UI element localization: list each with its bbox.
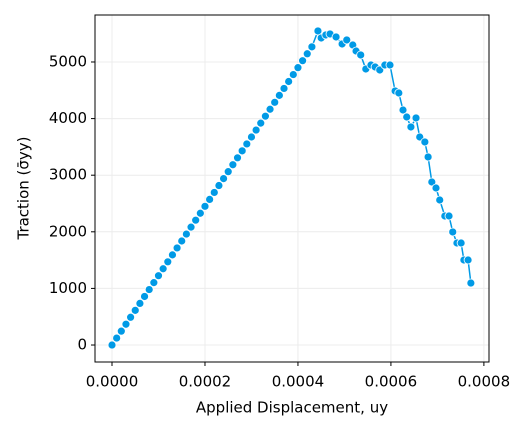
marker [302,49,312,59]
marker [420,137,430,147]
marker [411,113,421,123]
marker [242,139,252,149]
marker [107,340,117,350]
marker [116,326,126,336]
marker [181,229,191,239]
y-tick-label: 0 [77,336,87,354]
marker [251,125,261,135]
marker [223,167,233,177]
marker [237,146,247,156]
marker [177,236,187,246]
marker [298,56,307,66]
marker [402,112,412,122]
marker [130,305,140,315]
x-tick-label: 0.0000 [86,373,139,391]
marker [233,153,242,163]
marker [112,333,122,343]
marker [265,104,275,114]
marker [331,32,341,42]
marker [466,278,476,288]
marker [209,188,219,197]
marker [200,201,210,211]
marker [274,90,284,100]
y-tick-label: 2000 [49,222,87,240]
marker [140,292,149,301]
marker [228,160,238,170]
x-axis-label: Applied Displacement, uy [196,399,388,417]
marker [205,194,215,204]
marker [214,181,224,190]
marker [342,35,352,45]
marker [444,211,454,221]
marker [423,152,433,162]
marker [256,118,266,128]
marker [247,132,256,142]
x-tick-label: 0.0002 [179,373,232,391]
marker [394,88,404,98]
marker [158,264,168,274]
y-axis-label: Traction (σ̄yy) [15,136,33,240]
x-tick-label: 0.0006 [365,373,418,391]
marker [448,227,458,237]
marker [121,319,131,329]
marker [270,97,280,107]
marker [293,63,303,73]
marker [186,222,196,232]
marker [456,238,466,248]
marker [385,60,395,70]
marker [195,208,205,218]
marker [435,195,445,205]
marker [313,26,323,36]
marker [431,183,441,193]
y-tick-label: 4000 [49,109,87,127]
marker [398,105,408,115]
marker [463,255,473,265]
marker [168,250,177,260]
marker [406,122,416,132]
marker [219,174,228,183]
marker [172,243,182,253]
y-tick-label: 3000 [49,166,87,184]
marker [149,278,159,288]
marker [356,50,366,60]
marker [284,77,294,86]
y-tick-label: 1000 [49,279,87,297]
marker [163,257,173,267]
marker [279,84,289,93]
marker [288,70,298,79]
marker [154,271,163,281]
marker [427,177,437,187]
marker [191,215,201,225]
marker [307,42,317,52]
marker [135,299,145,308]
marker [261,111,270,121]
marker [126,312,136,322]
plot-frame [94,14,490,363]
marker [144,285,154,294]
y-tick-label: 5000 [49,52,87,70]
x-tick-label: 0.0004 [272,373,325,391]
x-tick-label: 0.0008 [458,373,511,391]
